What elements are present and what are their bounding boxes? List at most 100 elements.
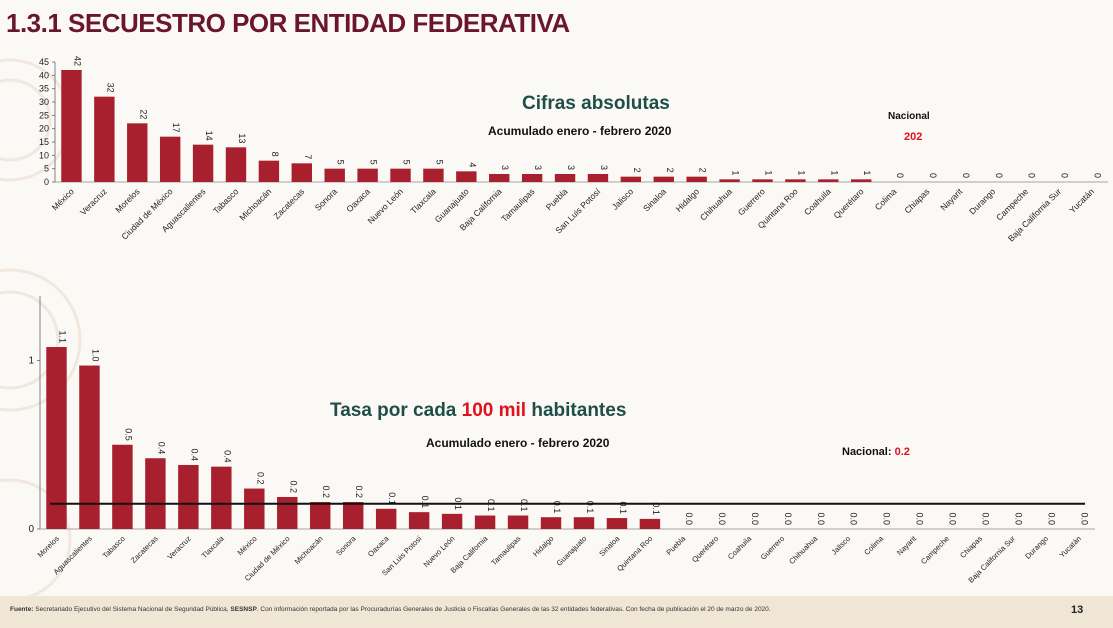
chart2-national-label: Nacional: [842, 446, 892, 458]
chart2-data-label: 0.0 [948, 512, 958, 525]
chart2-bar [639, 518, 661, 529]
chart1-national-label: Nacional [888, 111, 930, 122]
chart1-y-tick-label: 30 [39, 97, 49, 107]
chart2-bar [441, 513, 463, 529]
chart2-category-label: Yucatán [1057, 534, 1083, 560]
chart2-bar [573, 517, 595, 529]
chart1-bar [489, 174, 510, 182]
chart2-category-label: Zacatecas [129, 534, 160, 565]
chart1-data-label: 3 [599, 165, 609, 170]
chart1-data-label: 0 [928, 173, 938, 178]
chart2-bar [342, 502, 364, 529]
chart2-data-label: 0.0 [849, 512, 859, 525]
chart1-bar [357, 168, 378, 182]
chart2-bar [211, 466, 232, 529]
chart2-bar [310, 502, 331, 529]
chart2-category-label: Tabasco [101, 534, 127, 560]
page-title: 1.3.1 SECUESTRO POR ENTIDAD FEDERATIVA [6, 8, 570, 38]
chart1-category-label: México [50, 186, 76, 212]
chart2-bar [507, 515, 529, 529]
chart1-data-label: 2 [632, 168, 642, 173]
chart1-data-label: 1 [796, 170, 806, 175]
chart1-title: Cifras absolutas [522, 93, 670, 114]
chart2-data-label: 0.2 [288, 480, 298, 493]
chart2-data-label: 1.1 [57, 331, 67, 344]
chart1-bar [554, 174, 576, 182]
chart2-subtitle: Acumulado enero - febrero 2020 [426, 436, 610, 450]
chart2-data-label: 1.0 [90, 349, 100, 362]
chart1-data-label: 1 [829, 170, 839, 175]
chart2-data-label: 0.4 [222, 450, 232, 463]
chart2-category-label: Guerrero [759, 534, 787, 562]
chart1-category-label: Guerrero [736, 186, 767, 217]
chart1-bar [225, 147, 247, 182]
chart2-category-label: Guanajuato [555, 534, 589, 568]
chart2-data-label: 0.0 [1014, 512, 1024, 525]
chart1-category-label: Hidalgo [674, 186, 702, 214]
chart1-y-tick-label: 20 [39, 124, 49, 134]
chart2-category-label: Durango [1023, 534, 1050, 561]
chart1-data-label: 0 [994, 173, 1004, 178]
chart2-category-label: Querétaro [690, 534, 720, 564]
chart2-data-label: 0.0 [1047, 512, 1057, 525]
chart2-data-label: 0.1 [420, 496, 430, 509]
page-number: 13 [1071, 604, 1084, 616]
chart2-category-label: Oaxaca [366, 533, 391, 558]
chart2-data-label: 0.0 [1080, 512, 1090, 525]
chart1-category-label: Sinaloa [641, 186, 668, 213]
chart1-data-label: 1 [862, 170, 872, 175]
footer-source-label: Fuente: [10, 606, 34, 613]
chart1-category-label: Jalisco [610, 186, 636, 212]
chart1-bar [620, 176, 642, 182]
chart1-data-label: 3 [566, 165, 576, 170]
chart2-category-label: Coahuila [726, 533, 754, 561]
chart1-y-tick-label: 5 [44, 164, 49, 174]
chart2-bar [474, 515, 496, 529]
chart2-data-label: 0.0 [981, 512, 991, 525]
chart2-category-label: Sinaloa [597, 533, 622, 558]
chart1-data-label: 0 [1027, 173, 1037, 178]
chart2-bar [375, 508, 397, 529]
chart1-category-label: Puebla [544, 186, 570, 212]
chart1-data-label: 8 [270, 152, 280, 157]
chart2-category-label: Nayarit [895, 533, 919, 557]
chart1-category-label: Querétaro [831, 186, 865, 220]
chart1-data-label: 5 [402, 160, 412, 165]
chart2-category-label: Puebla [664, 533, 687, 556]
chart2-bar [408, 512, 430, 529]
chart1-bar [291, 163, 312, 182]
chart1-bar [785, 179, 806, 182]
chart1-bar [521, 174, 543, 182]
chart1-category-label: Chiapas [902, 186, 931, 215]
chart2-data-label: 0.5 [123, 428, 133, 441]
chart1-category-label: Nayarit [938, 186, 965, 213]
chart2-data-label: 0.1 [585, 501, 595, 514]
chart2-y-tick-label: 1 [28, 356, 34, 367]
chart2-category-label: Chiapas [958, 534, 984, 560]
chart1-bar [686, 176, 707, 182]
chart2-bar [46, 347, 67, 529]
chart2-data-label: 0.0 [684, 512, 694, 525]
chart2-category-label: Jalisco [830, 534, 853, 557]
title-bar: 1.3.1 SECUESTRO POR ENTIDAD FEDERATIVA [0, 0, 1113, 50]
chart2-category-label: Colima [862, 533, 885, 556]
chart2-data-label: 0.0 [717, 512, 727, 525]
chart1-category-label: Colima [873, 186, 899, 212]
chart2-data-label: 0.1 [618, 502, 628, 515]
background-watermark [0, 58, 82, 600]
chart1-data-label: 5 [434, 160, 444, 165]
chart2-bar [178, 464, 199, 529]
chart1-bar [752, 179, 773, 182]
chart2-category-label: Hidalgo [531, 534, 555, 558]
chart2-category-label: Morelos [36, 534, 61, 559]
chart1-bar [719, 179, 740, 182]
chart1-bar [456, 171, 477, 182]
footer-source: Fuente: Secretariado Ejecutivo del Siste… [10, 606, 771, 613]
chart2-y-tick-label: 0 [28, 524, 34, 535]
chart1-category-label: Sonora [313, 186, 340, 213]
chart1-category-label: Yucatán [1067, 186, 1096, 215]
chart2-data-label: 0.2 [321, 486, 331, 499]
chart1-bar [61, 70, 82, 182]
chart1-category-label: Chihuahua [698, 186, 734, 222]
